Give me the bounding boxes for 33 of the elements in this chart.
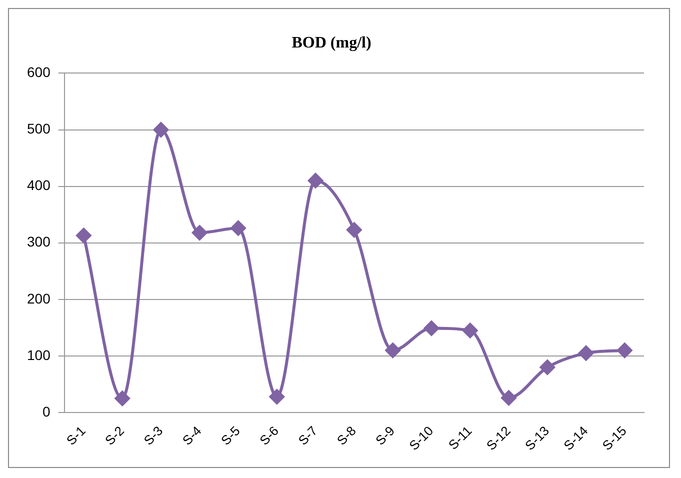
point bbox=[153, 122, 168, 138]
point bbox=[230, 220, 246, 236]
y-tick-label: 0 bbox=[42, 403, 51, 420]
point bbox=[462, 323, 478, 338]
y-tick-label: 500 bbox=[27, 120, 51, 137]
point bbox=[269, 389, 284, 404]
point bbox=[385, 342, 400, 358]
y-tick-label: 200 bbox=[27, 290, 51, 306]
x-tick-label: S-1 bbox=[63, 423, 88, 448]
x-tick-label: S-2 bbox=[102, 423, 127, 448]
point bbox=[578, 346, 594, 361]
point bbox=[424, 320, 439, 336]
y-tick-label: 600 bbox=[27, 64, 51, 80]
x-tick-label: S-4 bbox=[179, 423, 204, 448]
x-tick-label: S-8 bbox=[334, 423, 359, 448]
point bbox=[501, 390, 516, 406]
x-tick-label: S-6 bbox=[256, 423, 282, 448]
point bbox=[76, 228, 92, 244]
chart-title: BOD (mg/l) bbox=[292, 34, 372, 52]
point bbox=[114, 390, 130, 406]
y-tick-label: 400 bbox=[27, 177, 51, 194]
x-tick-label: S-3 bbox=[140, 423, 166, 448]
x-tick-label: S-5 bbox=[218, 423, 243, 448]
point bbox=[617, 342, 632, 358]
point bbox=[346, 222, 362, 238]
y-tick-label: 300 bbox=[27, 234, 51, 250]
point bbox=[308, 173, 324, 188]
point bbox=[540, 360, 555, 375]
point bbox=[192, 225, 208, 240]
x-tick-label: S-11 bbox=[445, 423, 475, 452]
x-tick-label: S-9 bbox=[372, 423, 398, 448]
y-tick-label: 100 bbox=[27, 346, 51, 363]
x-tick-label: S-7 bbox=[295, 423, 320, 448]
